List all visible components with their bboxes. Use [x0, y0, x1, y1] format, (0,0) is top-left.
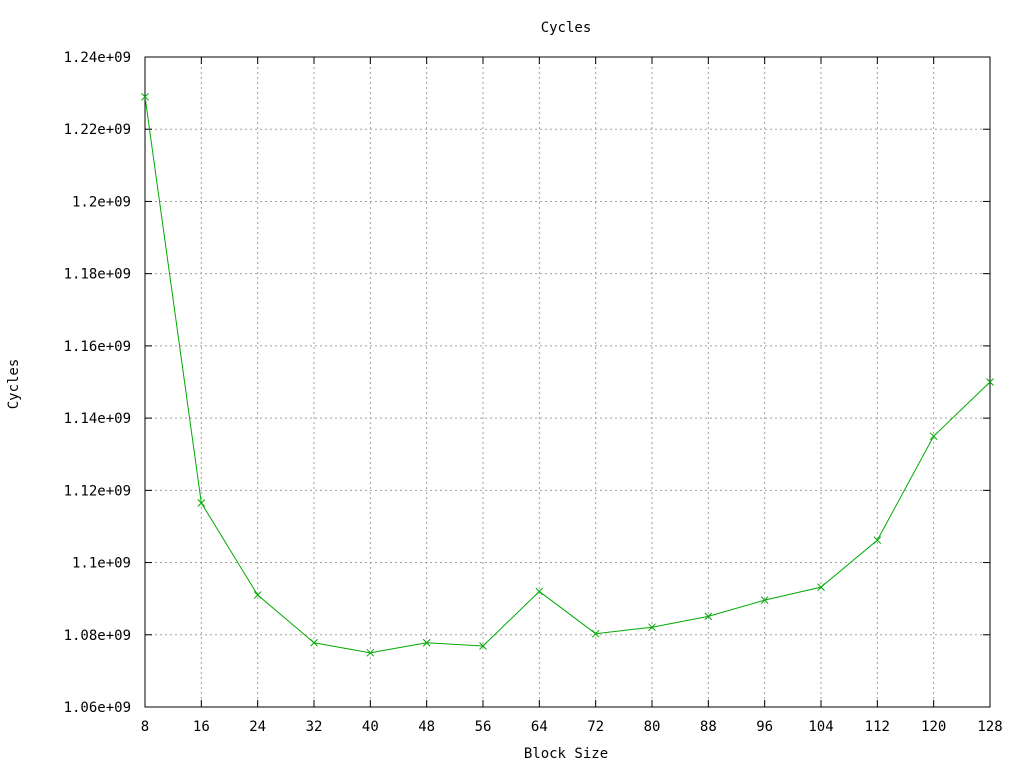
x-tick-label: 8: [141, 719, 149, 735]
x-tick-label: 104: [808, 719, 833, 735]
y-tick-label: 1.14e+09: [64, 411, 131, 427]
data-point-marker: [366, 648, 375, 657]
data-point-marker: [535, 587, 544, 596]
x-tick-labels: 8 16 24 32 40 48 56 64 72 80 88 96 104 112 120 128: [141, 719, 1003, 735]
x-tick-label: 128: [977, 719, 1002, 735]
data-point-marker: [817, 583, 825, 591]
y-axis-label: Cycles: [6, 359, 22, 410]
x-tick-label: 56: [475, 719, 492, 735]
x-axis-label: Block Size: [524, 746, 608, 762]
x-tick-label: 24: [249, 719, 266, 735]
y-tick-label: 1.06e+09: [64, 700, 131, 716]
data-point-marker: [873, 536, 882, 545]
x-tick-label: 32: [306, 719, 323, 735]
data-point-marker: [197, 499, 206, 507]
x-tick-label: 112: [865, 719, 890, 735]
x-tick-label: 72: [587, 719, 604, 735]
data-point-marker: [704, 612, 713, 621]
data-point-marker: [141, 92, 149, 101]
x-tick-label: 64: [531, 719, 548, 735]
grid-lines: [145, 57, 990, 707]
y-tick-label: 1.22e+09: [64, 122, 131, 138]
x-tick-label: 120: [921, 719, 946, 735]
x-tick-label: 40: [362, 719, 379, 735]
y-tick-label: 1.12e+09: [64, 483, 131, 499]
x-tick-label: 80: [644, 719, 661, 735]
x-tick-label: 16: [193, 719, 210, 735]
data-series: [141, 92, 994, 657]
y-tick-labels: 1.06e+09 1.08e+09 1.1e+09 1.12e+09 1.14e+09 1…: [64, 50, 131, 716]
y-tick-label: 1.18e+09: [64, 267, 131, 283]
y-tick-label: 1.08e+09: [64, 628, 131, 644]
x-tick-label: 88: [700, 719, 717, 735]
data-point-marker: [929, 432, 938, 441]
x-tick-label: 48: [418, 719, 435, 735]
data-point-marker: [648, 623, 656, 632]
data-point-marker: [479, 642, 487, 650]
data-point-marker: [253, 591, 262, 599]
y-tick-label: 1.2e+09: [72, 194, 131, 210]
x-tick-label: 96: [756, 719, 773, 735]
y-tick-label: 1.1e+09: [72, 556, 131, 572]
data-point-marker: [591, 629, 600, 638]
data-point-marker: [760, 596, 769, 604]
data-point-marker: [310, 638, 318, 647]
y-tick-label: 1.16e+09: [64, 339, 131, 355]
data-point-marker: [422, 638, 431, 647]
series-line: [144, 96, 991, 654]
data-point-marker: [986, 378, 994, 386]
y-tick-label: 1.24e+09: [64, 50, 131, 66]
chart-title: Cycles: [541, 20, 592, 36]
